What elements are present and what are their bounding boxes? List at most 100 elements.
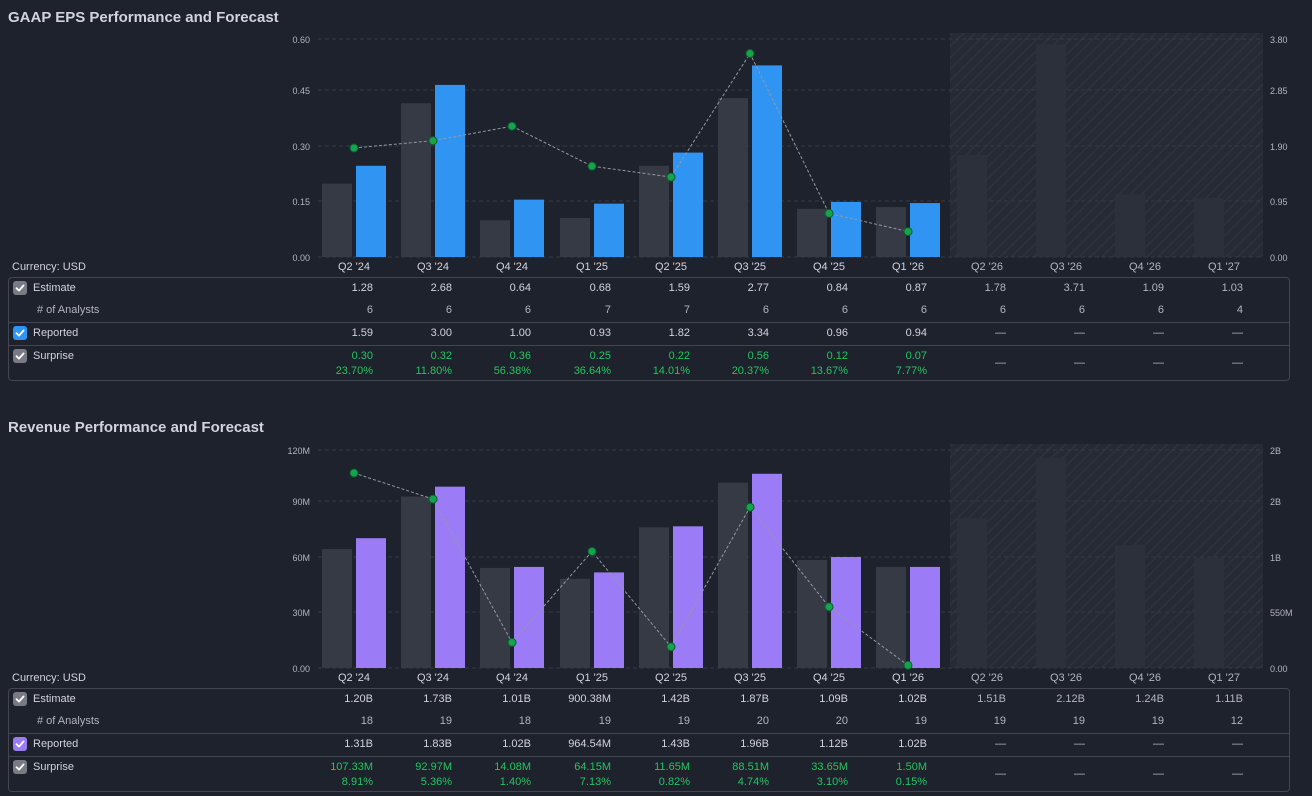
- reported-bar: [752, 473, 782, 668]
- surprise-row-cell: —: [995, 357, 1006, 369]
- reported-bar: [910, 566, 940, 668]
- estimate-row-cell: 2.12B: [1056, 693, 1085, 705]
- surprise-point: [428, 494, 438, 504]
- surprise-row-cell: 0.30: [351, 350, 373, 362]
- surprise-pct-cell: 8.91%: [341, 776, 373, 788]
- estimate-bar: [1036, 457, 1066, 668]
- quarter-label: Q1 '27: [1207, 261, 1241, 273]
- reported-bar: [910, 203, 940, 257]
- quarter-label: Q3 '25: [733, 672, 767, 684]
- surprise-point: [824, 208, 834, 218]
- left-tick-label: 0.15: [292, 197, 310, 207]
- reported-row-cell: 3.34: [747, 327, 769, 339]
- estimate-row-cell: 900.38M: [568, 693, 611, 705]
- surprise-point: [666, 642, 676, 652]
- quarter-label: Q3 '25: [733, 261, 767, 273]
- surprise-point: [903, 660, 913, 670]
- estimate-bar: [797, 208, 827, 257]
- surprise-pct-cell: 0.82%: [658, 776, 690, 788]
- quarter-label: Q4 '24: [495, 672, 529, 684]
- reported-row-cell: 1.02B: [502, 738, 531, 750]
- analysts-row-cell: 6: [445, 304, 452, 316]
- surprise-row-cell: —: [1232, 768, 1243, 780]
- analysts-row-cell: 19: [1072, 715, 1085, 727]
- reported-row-cell: 964.54M: [568, 738, 611, 750]
- surprise-checkbox[interactable]: [13, 349, 27, 363]
- reported-row-cell: —: [1074, 327, 1085, 339]
- analysts-row-label: # of Analysts: [37, 304, 100, 316]
- surprise-row-cell: 107.33M: [330, 761, 373, 773]
- estimate-bar: [876, 207, 906, 257]
- estimate-row-cell: 1.87B: [740, 693, 769, 705]
- analysts-row-cell: 20: [756, 715, 769, 727]
- estimate-bar: [1194, 558, 1224, 668]
- analysts-row-cell: 7: [683, 304, 690, 316]
- reported-row-cell: —: [995, 327, 1006, 339]
- left-tick-label: 120M: [287, 446, 310, 456]
- left-tick-label: 90M: [292, 497, 310, 507]
- estimate-bar: [639, 165, 669, 257]
- reported-checkbox[interactable]: [13, 326, 27, 340]
- quarter-label: Q4 '26: [1128, 261, 1162, 273]
- estimate-bar: [957, 154, 987, 257]
- surprise-point: [745, 502, 755, 512]
- estimate-bar: [1194, 197, 1224, 257]
- surprise-row-cell: 0.32: [430, 350, 452, 362]
- analysts-row-cell: 6: [1157, 304, 1164, 316]
- surprise-row-cell: 33.65M: [811, 761, 848, 773]
- quarter-label: Q2 '24: [337, 261, 371, 273]
- reported-row-cell: —: [1232, 738, 1243, 750]
- surprise-row-cell: 0.07: [905, 350, 927, 362]
- right-tick-label: 2B: [1270, 446, 1281, 456]
- right-tick-label: 0.95: [1270, 197, 1288, 207]
- estimate-row-label: Estimate: [33, 282, 76, 294]
- quarter-label: Q3 '26: [1049, 672, 1083, 684]
- right-tick-label: 0.00: [1270, 664, 1288, 674]
- right-tick-label: 1.90: [1270, 142, 1288, 152]
- estimate-row-cell: 1.73B: [423, 693, 452, 705]
- surprise-row-cell: 1.50M: [896, 761, 927, 773]
- reported-row-cell: 1.96B: [740, 738, 769, 750]
- analysts-row-cell: 6: [1078, 304, 1085, 316]
- surprise-row-cell: 0.36: [509, 350, 531, 362]
- reported-row-cell: 1.31B: [344, 738, 373, 750]
- reported-checkbox[interactable]: [13, 737, 27, 751]
- reported-row-cell: 0.94: [905, 327, 927, 339]
- quarter-label: Q2 '26: [970, 672, 1004, 684]
- surprise-pct-cell: 56.38%: [493, 365, 531, 377]
- estimate-row-cell: 1.20B: [344, 693, 373, 705]
- eps-title: GAAP EPS Performance and Forecast: [8, 9, 279, 26]
- analysts-row-cell: 19: [598, 715, 611, 727]
- surprise-row-cell: —: [1232, 357, 1243, 369]
- estimate-bar: [876, 566, 906, 668]
- estimate-bar: [639, 527, 669, 668]
- surprise-row-label: Surprise: [33, 761, 74, 773]
- reported-bar: [673, 526, 703, 668]
- reported-row-cell: 1.00: [509, 327, 531, 339]
- quarter-label: Q4 '26: [1128, 672, 1162, 684]
- surprise-pct-cell: 0.15%: [895, 776, 927, 788]
- reported-row-cell: 1.82: [668, 327, 690, 339]
- surprise-row-cell: 0.56: [747, 350, 769, 362]
- reported-bar: [356, 165, 386, 257]
- analysts-row-cell: 4: [1236, 304, 1243, 316]
- analysts-row-label: # of Analysts: [37, 715, 100, 727]
- eps-chart: 0.60 3.80 0.45 2.85 0.30 1.90 0.15 0.95 0.00 0.00: [292, 33, 1288, 263]
- surprise-pct-cell: 20.37%: [731, 365, 769, 377]
- surprise-point: [349, 143, 359, 153]
- quarter-label: Q1 '26: [891, 261, 925, 273]
- analysts-row-cell: 20: [835, 715, 848, 727]
- estimate-checkbox[interactable]: [13, 281, 27, 295]
- surprise-checkbox[interactable]: [13, 760, 27, 774]
- estimate-row-cell: 1.24B: [1135, 693, 1164, 705]
- reported-row-label: Reported: [33, 738, 79, 750]
- estimate-checkbox[interactable]: [13, 692, 27, 706]
- quarter-label: Q2 '25: [654, 672, 688, 684]
- analysts-row-cell: 18: [360, 715, 373, 727]
- right-tick-label: 0.00: [1270, 253, 1288, 263]
- estimate-bar: [560, 578, 590, 668]
- surprise-row-cell: 0.25: [589, 350, 611, 362]
- analysts-row-cell: 7: [604, 304, 611, 316]
- surprise-row-cell: 64.15M: [574, 761, 611, 773]
- right-tick-label: 2B: [1270, 497, 1281, 507]
